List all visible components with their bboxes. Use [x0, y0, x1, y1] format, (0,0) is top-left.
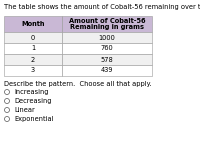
Text: The table shows the amount of Cobalt-56 remaining over time.: The table shows the amount of Cobalt-56 …: [4, 4, 200, 10]
Text: Describe the pattern.  Choose all that apply.: Describe the pattern. Choose all that ap…: [4, 81, 152, 87]
Bar: [4, 32, 62, 43]
Text: 1000: 1000: [99, 35, 115, 40]
Text: Increasing: Increasing: [14, 89, 48, 95]
Text: 439: 439: [101, 68, 113, 73]
Bar: [62, 54, 152, 65]
Text: Exponential: Exponential: [14, 116, 54, 122]
Bar: [4, 16, 62, 32]
Circle shape: [4, 116, 10, 122]
Bar: [62, 16, 152, 32]
Text: Linear: Linear: [14, 107, 35, 113]
Text: Decreasing: Decreasing: [14, 98, 52, 104]
Bar: [4, 54, 62, 65]
Bar: [4, 65, 62, 76]
Bar: [62, 32, 152, 43]
Circle shape: [4, 108, 10, 112]
Bar: [62, 43, 152, 54]
Text: 760: 760: [101, 46, 113, 52]
Bar: [4, 43, 62, 54]
Text: 0: 0: [31, 35, 35, 40]
Text: 1: 1: [31, 46, 35, 52]
Text: 578: 578: [101, 56, 113, 62]
Circle shape: [4, 98, 10, 104]
Text: Month: Month: [21, 21, 45, 27]
Text: 3: 3: [31, 68, 35, 73]
Circle shape: [4, 90, 10, 94]
Text: Amount of Cobalt-56
Remaining in grams: Amount of Cobalt-56 Remaining in grams: [69, 18, 145, 30]
Text: 2: 2: [31, 56, 35, 62]
Bar: [62, 65, 152, 76]
